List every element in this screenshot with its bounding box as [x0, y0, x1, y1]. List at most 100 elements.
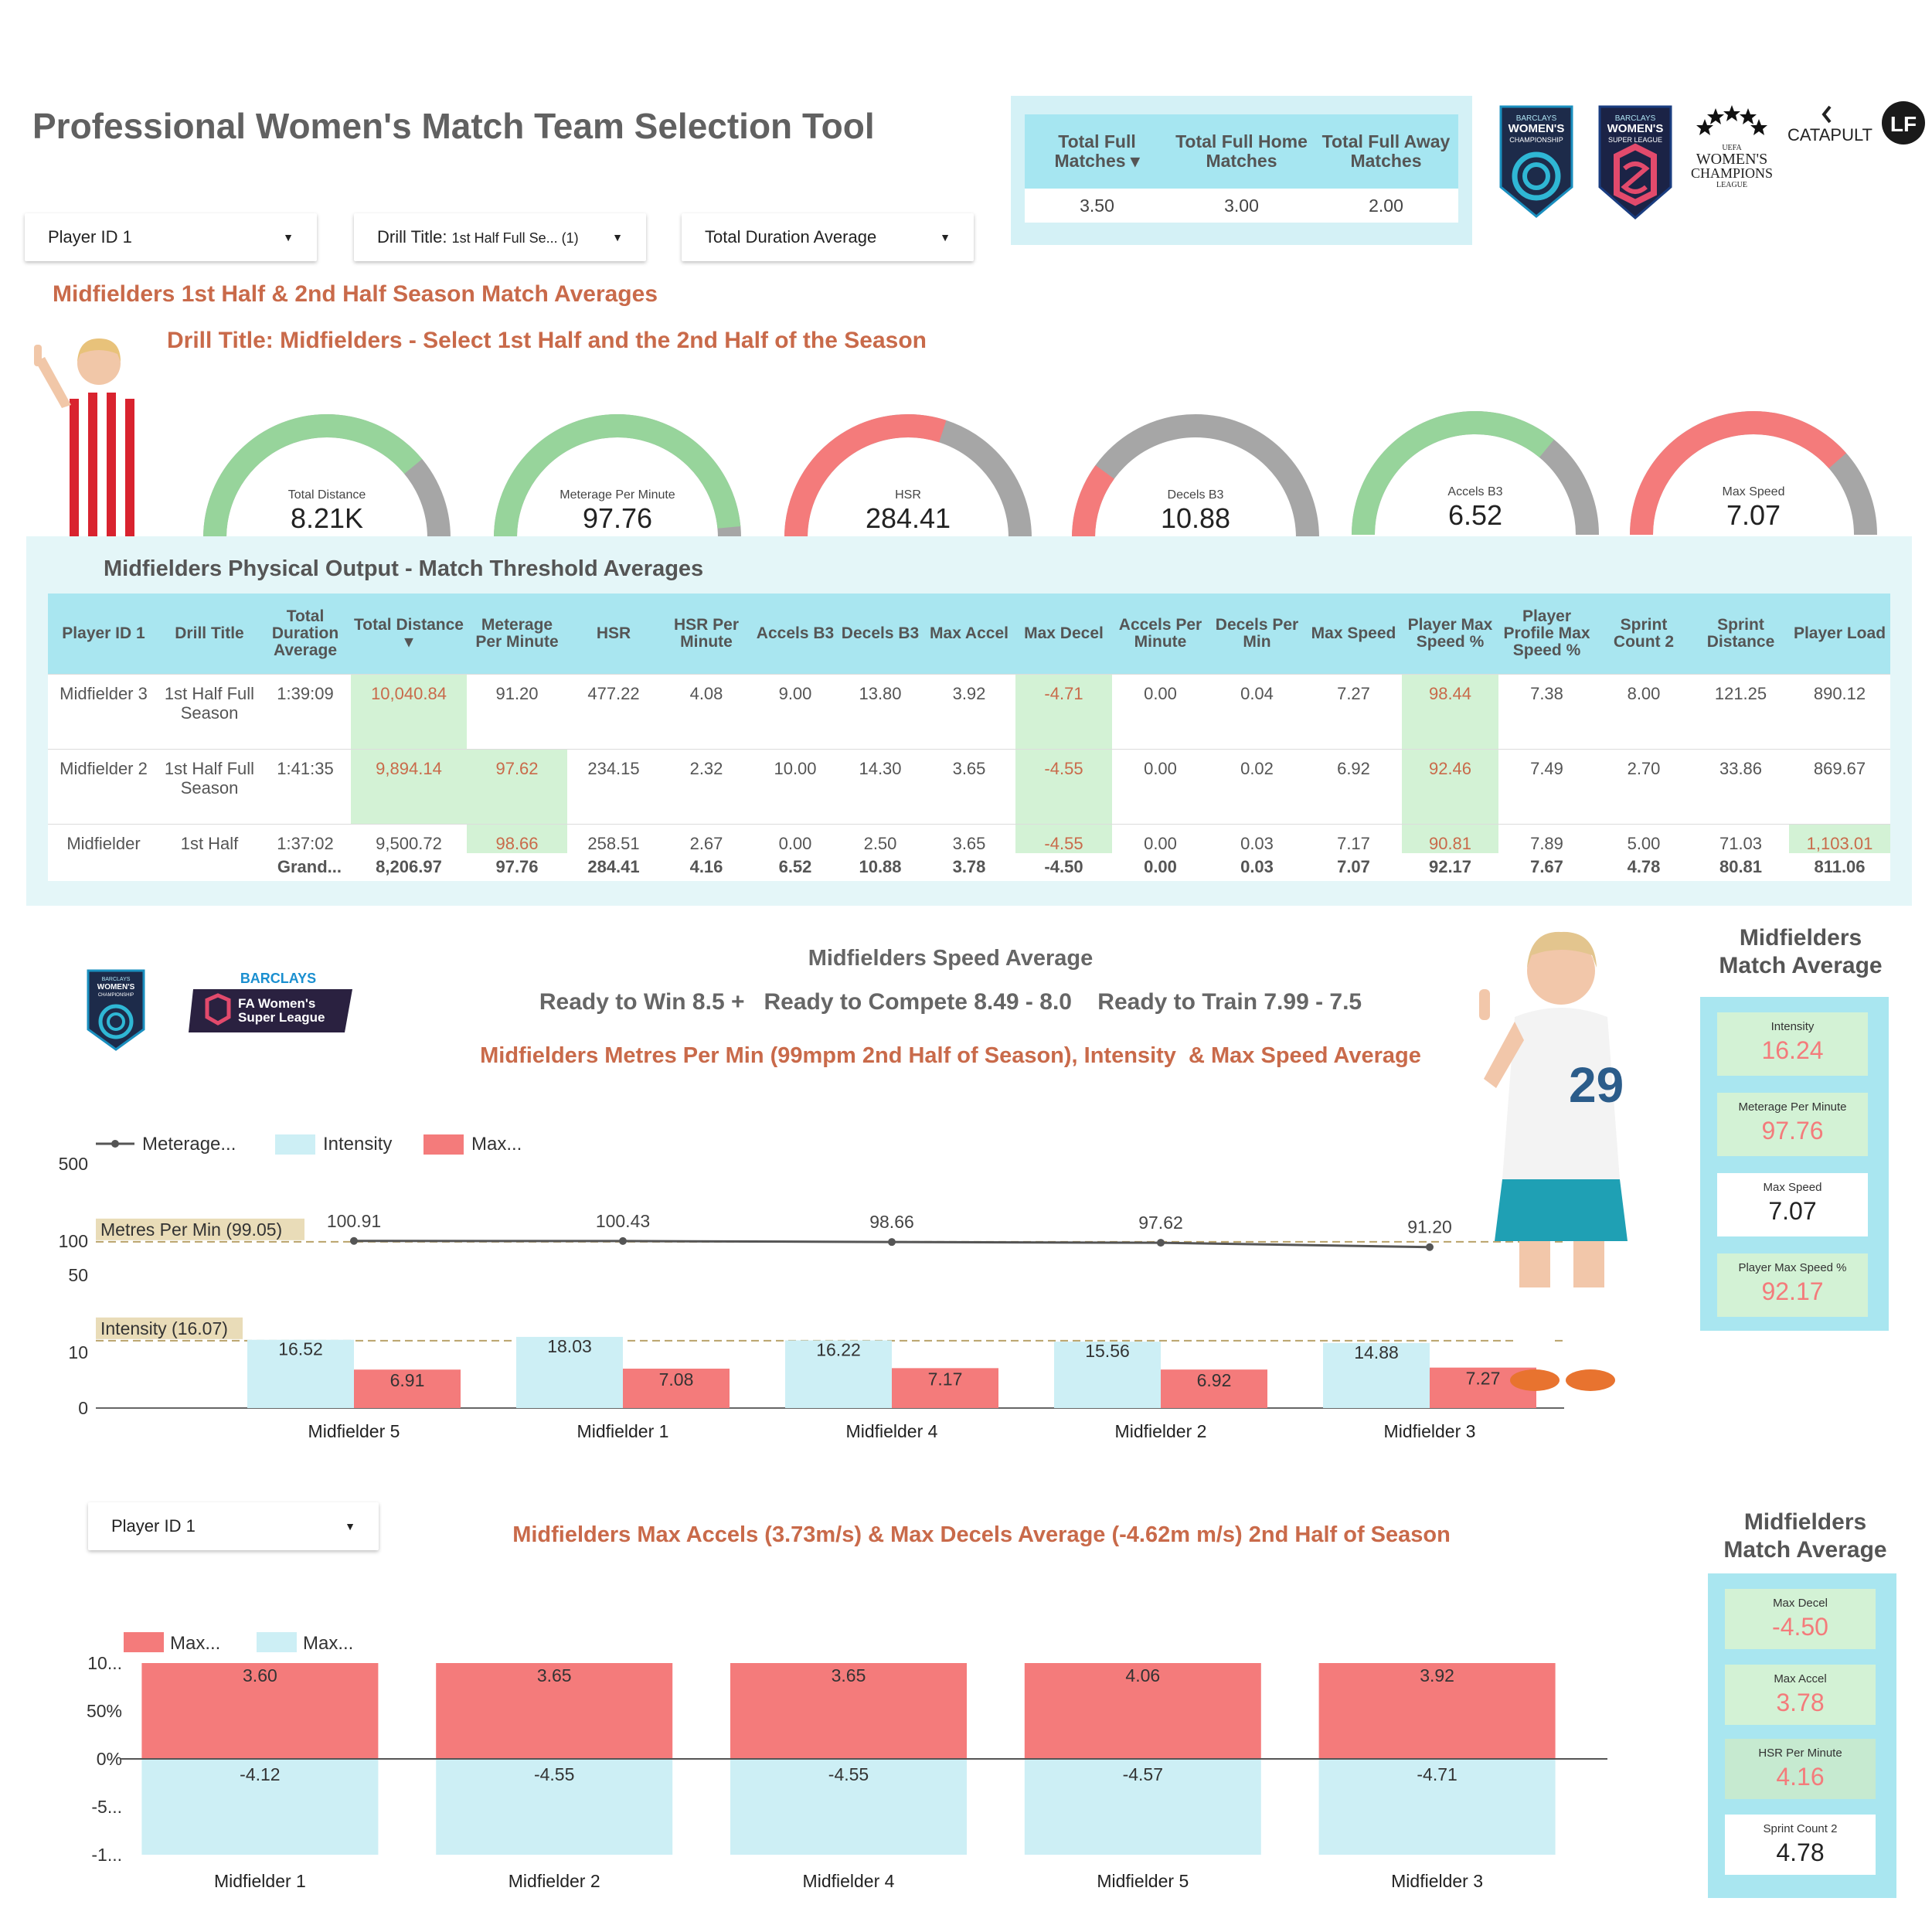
bar-intensity[interactable] [1323, 1342, 1430, 1408]
col-header[interactable]: Accels B3 [753, 594, 838, 674]
drill-filter-dropdown[interactable]: Drill Title: 1st Half Full Se... (1) ▼ [354, 213, 646, 261]
player-filter-dropdown-2[interactable]: Player ID 1 ▼ [88, 1502, 379, 1550]
legend-label: Max... [471, 1134, 522, 1155]
line-point[interactable] [350, 1236, 358, 1245]
bar-max-decel[interactable] [730, 1759, 967, 1855]
drill-title-heading: Drill Title: Midfielders - Select 1st Ha… [167, 328, 927, 353]
metric-card-max-decel: Max Decel -4.50 [1725, 1589, 1876, 1649]
gauge-value: 10.88 [1160, 502, 1231, 534]
table-cell-highlight: 1,103.01 [1789, 823, 1890, 853]
bar-intensity[interactable] [1054, 1342, 1161, 1408]
svg-text:BARCLAYS: BARCLAYS [1516, 114, 1557, 123]
table-cell-highlight: -4.55 [1015, 748, 1112, 824]
bar-label-accel: 4.06 [1125, 1665, 1160, 1685]
line-point-label: 91.20 [1407, 1217, 1452, 1237]
table-cell-highlight: -4.71 [1015, 673, 1112, 749]
table-cell: 8.00 [1595, 673, 1692, 749]
grand-total-row: Grand... 8,206.97 97.76 284.41 4.16 6.52… [48, 853, 1890, 881]
bar-intensity[interactable] [785, 1340, 892, 1408]
table-row[interactable]: Midfielder 1st Half 1:37:02 9,500.72 98.… [48, 823, 1890, 853]
bar-max-decel[interactable] [1024, 1759, 1261, 1855]
table-cell: 10.88 [859, 857, 902, 876]
table-cell: 6.52 [778, 857, 812, 876]
col-header[interactable]: Total Duration Average [260, 594, 351, 674]
col-header[interactable]: Player Max Speed % [1402, 594, 1498, 674]
table-row[interactable]: Midfielder 2 1st Half Full Season 1:41:3… [48, 748, 1890, 824]
col-header-sorted[interactable]: Total Distance ▾ [351, 594, 467, 674]
bar-max-decel[interactable] [1318, 1759, 1556, 1855]
bar-intensity[interactable] [516, 1336, 623, 1408]
kpi-value-away: 2.00 [1369, 195, 1403, 216]
player-filter-dropdown[interactable]: Player ID 1 ▼ [25, 213, 317, 261]
col-header[interactable]: Max Decel [1015, 594, 1112, 674]
reference-label-bg [96, 1317, 243, 1339]
svg-text:UEFA: UEFA [1722, 144, 1742, 152]
speed-section-title: Midfielders Speed Average [808, 946, 1094, 971]
metric-card-label: Intensity [1770, 1020, 1815, 1033]
gauge-value: 6.52 [1447, 499, 1503, 531]
svg-text:CHAMPIONS: CHAMPIONS [1691, 165, 1773, 181]
col-header[interactable]: Sprint Count 2 [1595, 594, 1692, 674]
table-cell: 2.50 [838, 823, 923, 853]
bar-label-intensity: 14.88 [1354, 1342, 1399, 1362]
bar-max-accel[interactable] [730, 1663, 967, 1759]
bar-max-speed[interactable] [354, 1369, 461, 1408]
lf-logo: LF [1881, 100, 1926, 145]
metric-card-sprint-count: Sprint Count 2 4.78 [1725, 1815, 1876, 1875]
col-header[interactable]: Sprint Distance [1692, 594, 1789, 674]
drill-filter-text: Drill Title: 1st Half Full Se... (1) [377, 227, 579, 247]
table-cell: 2.67 [660, 823, 753, 853]
line-point[interactable] [888, 1238, 896, 1247]
legend-swatch-decel [257, 1632, 297, 1652]
col-header[interactable]: Player ID 1 [48, 594, 159, 674]
bar-max-accel[interactable] [436, 1663, 673, 1759]
bar-max-speed[interactable] [1161, 1369, 1267, 1408]
bar-max-accel[interactable] [1318, 1663, 1556, 1759]
col-header[interactable]: Accels Per Minute [1112, 594, 1209, 674]
bar-max-decel[interactable] [436, 1759, 673, 1855]
line-point-label: 100.91 [327, 1211, 381, 1231]
kpi-header-home[interactable]: Total Full Home Matches [1175, 131, 1308, 171]
player-filter-value: Player ID 1 [48, 227, 132, 247]
col-header[interactable]: Drill Title [159, 594, 260, 674]
col-header[interactable]: Player Load [1789, 594, 1890, 674]
table-cell: -4.50 [1044, 857, 1083, 876]
bar-max-accel[interactable] [1024, 1663, 1261, 1759]
col-header[interactable]: Player Profile Max Speed % [1498, 594, 1595, 674]
x-tick-label: Midfielder 4 [803, 1871, 895, 1891]
table-cell: 92.17 [1428, 857, 1472, 876]
svg-text:Super League: Super League [238, 1010, 325, 1025]
metric-card-value: 4.16 [1776, 1763, 1825, 1791]
gauge-label: Max Speed [1722, 485, 1785, 498]
table-cell: 13.80 [838, 673, 923, 749]
table-cell: 1st Half Full Season [159, 673, 260, 749]
kpi-header-total[interactable]: Total Full Matches ▾ [1054, 131, 1140, 171]
line-point[interactable] [1426, 1243, 1434, 1251]
kpi-header-away[interactable]: Total Full Away Matches [1321, 131, 1451, 171]
line-point[interactable] [1157, 1239, 1165, 1247]
y-tick-label: 100 [59, 1231, 88, 1251]
bar-max-speed[interactable] [623, 1369, 730, 1408]
bar-intensity[interactable] [247, 1339, 354, 1408]
bar-label-max-speed: 7.08 [659, 1369, 694, 1389]
col-header[interactable]: HSR Per Minute [660, 594, 753, 674]
table-cell: 0.02 [1209, 748, 1305, 824]
table-row[interactable]: Midfielder 3 1st Half Full Season 1:39:0… [48, 673, 1890, 749]
chevron-down-icon: ▼ [283, 231, 294, 243]
metric-card-label: Player Max Speed % [1738, 1261, 1847, 1274]
col-header[interactable]: Max Speed [1305, 594, 1402, 674]
col-header[interactable]: Max Accel [923, 594, 1015, 674]
col-header[interactable]: Decels B3 [838, 594, 923, 674]
col-header[interactable]: Decels Per Min [1209, 594, 1305, 674]
gauge-decels-b3: Decels B3 10.88 [1068, 408, 1323, 539]
gauge-label: Decels B3 [1167, 488, 1224, 502]
line-point[interactable] [619, 1236, 627, 1245]
bar-max-decel[interactable] [141, 1759, 379, 1855]
col-header[interactable]: HSR [567, 594, 660, 674]
metric-filter-dropdown[interactable]: Total Duration Average ▼ [682, 213, 974, 261]
table-cell: 7.17 [1305, 823, 1402, 853]
bar-max-speed[interactable] [892, 1368, 998, 1408]
bar-max-accel[interactable] [141, 1663, 379, 1759]
y-tick-label: 50% [87, 1701, 122, 1721]
col-header[interactable]: Meterage Per Minute [467, 594, 567, 674]
